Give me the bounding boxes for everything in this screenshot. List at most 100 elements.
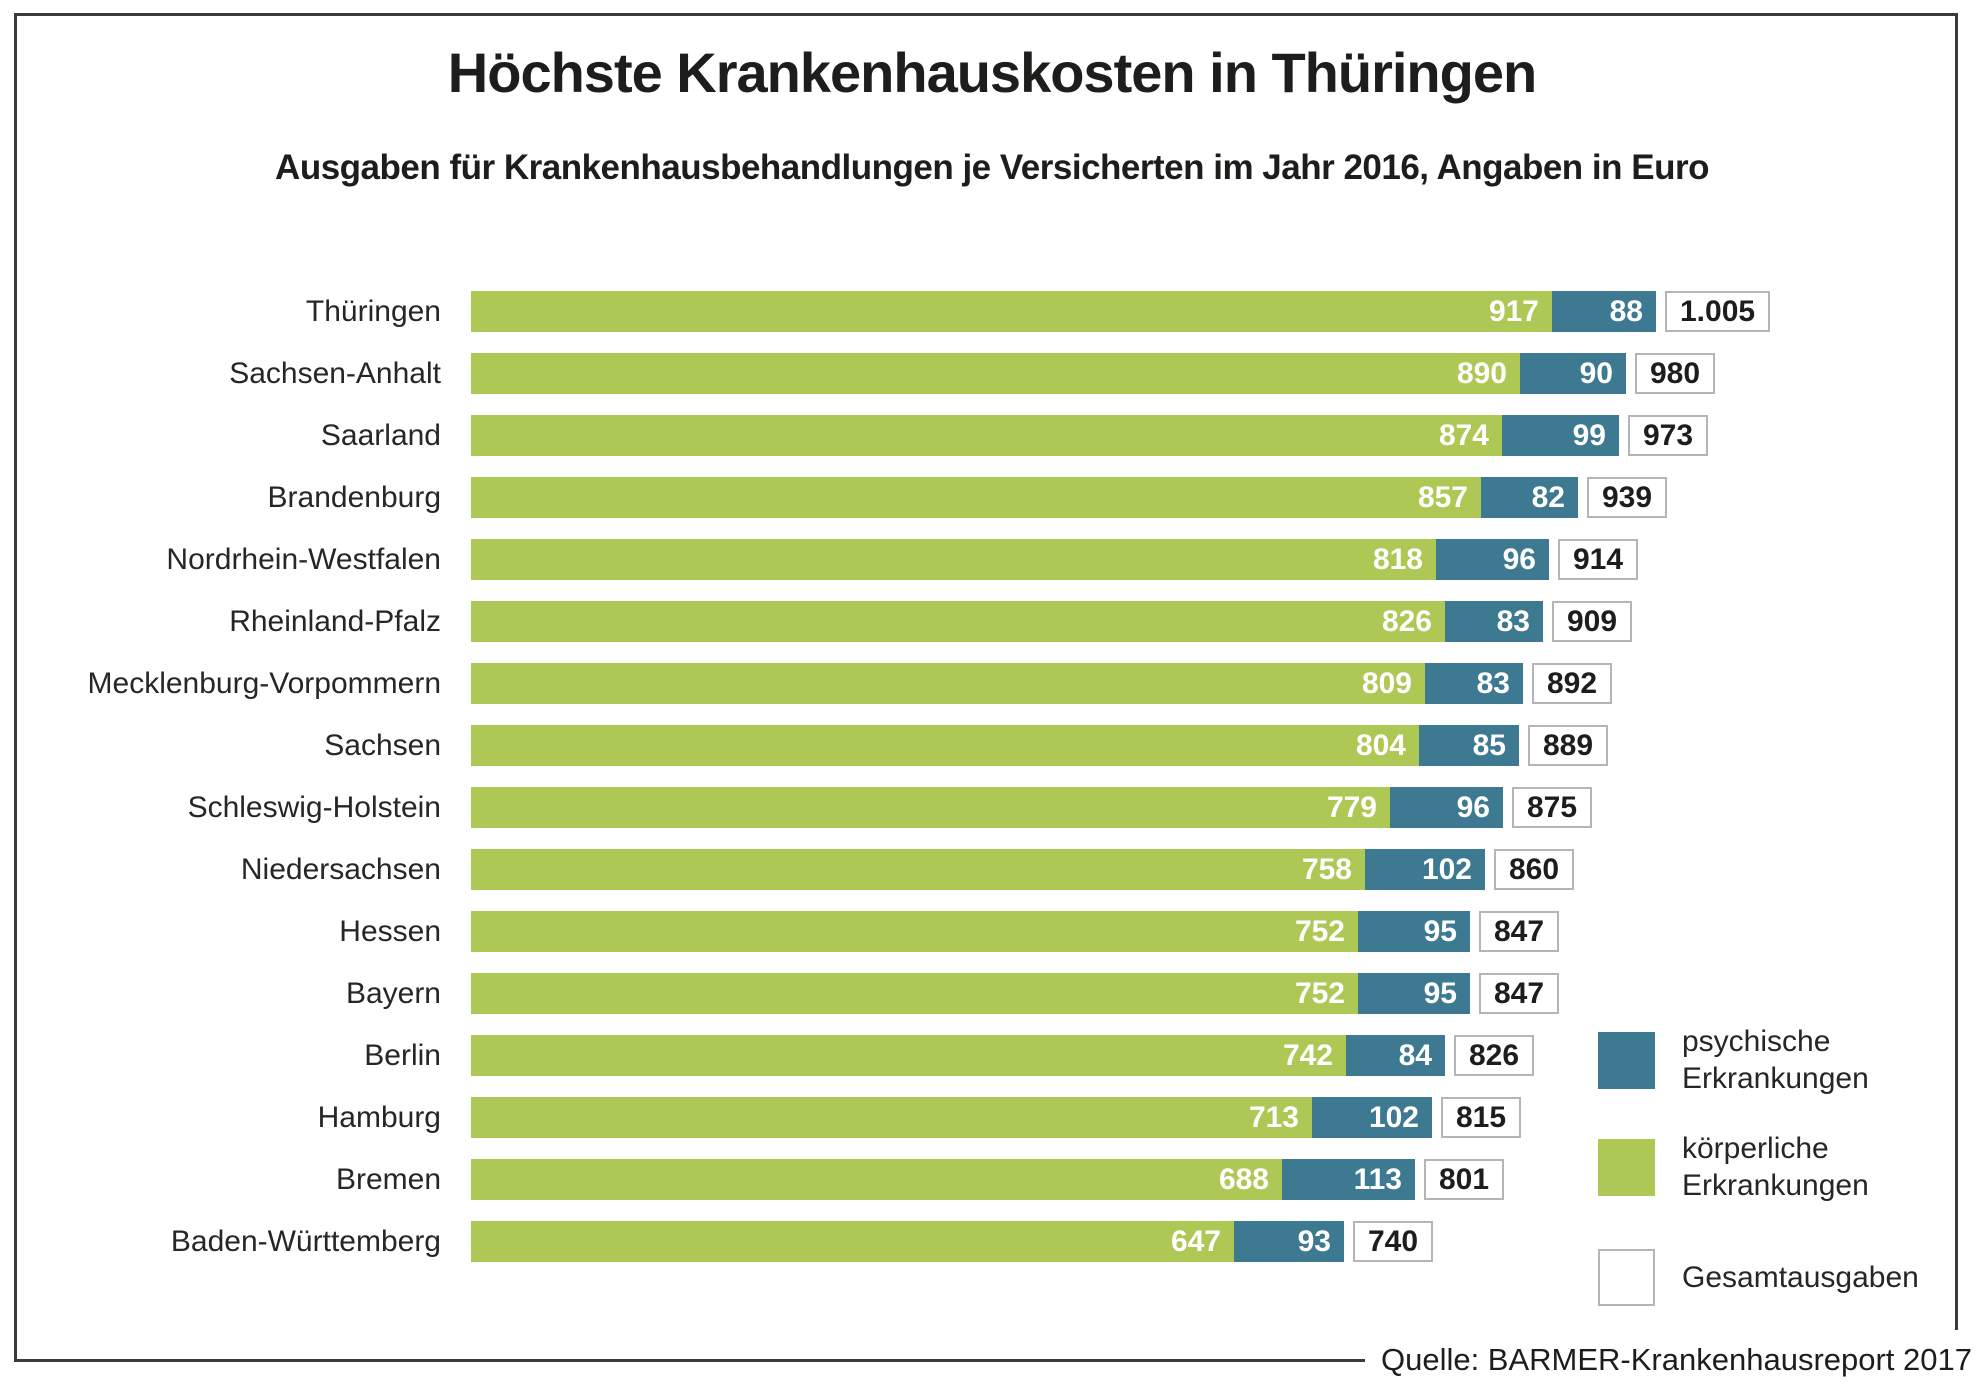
bar-segment-koerperliche-erkrankungen: 826 — [471, 601, 1445, 642]
bar-row: Schleswig-Holstein 779 96 875 — [0, 787, 1984, 828]
bar-segment-koerperliche-erkrankungen: 917 — [471, 291, 1552, 332]
total-box: 826 — [1454, 1035, 1535, 1076]
value-label-koerperlich: 752 — [1294, 976, 1345, 1010]
bar-segment-koerperliche-erkrankungen: 857 — [471, 477, 1481, 518]
value-label-psychisch: 85 — [1472, 728, 1506, 762]
value-label-psychisch: 93 — [1297, 1224, 1331, 1258]
bar-segment-koerperliche-erkrankungen: 804 — [471, 725, 1419, 766]
value-label-psychisch: 95 — [1423, 914, 1457, 948]
stacked-bar: 890 90 980 — [471, 353, 1716, 394]
stacked-bar: 779 96 875 — [471, 787, 1593, 828]
bar-segment-psychische-erkrankungen: 102 — [1365, 849, 1485, 890]
bar-row: Brandenburg 857 82 939 — [0, 477, 1984, 518]
legend-label: Gesamtausgaben — [1682, 1261, 1919, 1294]
stacked-bar: 804 85 889 — [471, 725, 1609, 766]
value-label-psychisch: 84 — [1398, 1038, 1432, 1072]
bar-row: Sachsen-Anhalt 890 90 980 — [0, 353, 1984, 394]
bar-segment-koerperliche-erkrankungen: 779 — [471, 787, 1390, 828]
total-box: 914 — [1558, 539, 1639, 580]
bar-segment-koerperliche-erkrankungen: 809 — [471, 663, 1425, 704]
bar-segment-koerperliche-erkrankungen: 713 — [471, 1097, 1312, 1138]
category-label: Brandenburg — [267, 480, 441, 514]
bar-segment-psychische-erkrankungen: 85 — [1419, 725, 1519, 766]
category-label: Sachsen — [324, 728, 441, 762]
category-label: Hamburg — [317, 1100, 441, 1134]
bar-row: Bayern 752 95 847 — [0, 973, 1984, 1014]
value-label-psychisch: 83 — [1496, 604, 1530, 638]
category-label: Mecklenburg-Vorpommern — [87, 666, 441, 700]
bar-segment-koerperliche-erkrankungen: 688 — [471, 1159, 1282, 1200]
stacked-bar: 874 99 973 — [471, 415, 1709, 456]
value-label-psychisch: 83 — [1476, 666, 1510, 700]
total-box: 939 — [1587, 477, 1668, 518]
total-box: 1.005 — [1665, 291, 1771, 332]
value-label-psychisch: 102 — [1421, 852, 1472, 886]
bar-segment-psychische-erkrankungen: 93 — [1234, 1221, 1344, 1262]
bar-segment-koerperliche-erkrankungen: 758 — [471, 849, 1365, 890]
value-label-psychisch: 90 — [1579, 356, 1613, 390]
bar-row: Bremen 688 113 801 — [0, 1159, 1984, 1200]
bar-row: Nordrhein-Westfalen 818 96 914 — [0, 539, 1984, 580]
stacked-bar: 742 84 826 — [471, 1035, 1535, 1076]
bar-segment-psychische-erkrankungen: 83 — [1445, 601, 1543, 642]
legend-label: psychische Erkrankungen — [1682, 1025, 1869, 1095]
legend: psychische Erkrankungen körperliche Erkrank… — [1598, 1023, 1958, 1306]
legend-swatch-koerperlich_green — [1598, 1138, 1655, 1196]
stacked-bar: 647 93 740 — [471, 1221, 1434, 1262]
category-label: Sachsen-Anhalt — [229, 356, 441, 390]
value-label-psychisch: 96 — [1502, 542, 1536, 576]
value-label-koerperlich: 890 — [1456, 356, 1507, 390]
category-label: Bayern — [345, 976, 441, 1010]
value-label-koerperlich: 688 — [1218, 1162, 1269, 1196]
value-label-koerperlich: 826 — [1381, 604, 1432, 638]
value-label-psychisch: 95 — [1423, 976, 1457, 1010]
source-note: Quelle: BARMER-Krankenhausreport 2017 — [1364, 1330, 1972, 1390]
category-label: Baden-Württemberg — [170, 1224, 441, 1258]
category-label: Saarland — [320, 418, 441, 452]
category-label: Bremen — [335, 1162, 441, 1196]
total-box: 815 — [1441, 1097, 1522, 1138]
bar-row: Thüringen 917 88 1.005 — [0, 291, 1984, 332]
legend-swatch-psychisch_teal — [1598, 1031, 1655, 1089]
total-box: 860 — [1494, 849, 1575, 890]
bar-segment-psychische-erkrankungen: 99 — [1502, 415, 1619, 456]
value-label-koerperlich: 917 — [1488, 294, 1539, 328]
legend-label: körperliche Erkrankungen — [1682, 1132, 1869, 1202]
total-box: 980 — [1635, 353, 1716, 394]
stacked-bar: 809 83 892 — [471, 663, 1613, 704]
category-label: Berlin — [364, 1038, 441, 1072]
bar-row: Rheinland-Pfalz 826 83 909 — [0, 601, 1984, 642]
chart-subtitle: Ausgaben für Krankenhausbehandlungen je … — [275, 148, 1709, 187]
category-label: Nordrhein-Westfalen — [166, 542, 441, 576]
bar-segment-psychische-erkrankungen: 95 — [1358, 973, 1470, 1014]
bar-segment-psychische-erkrankungen: 84 — [1346, 1035, 1445, 1076]
stacked-bar: 758 102 860 — [471, 849, 1575, 890]
bar-row: Niedersachsen 758 102 860 — [0, 849, 1984, 890]
value-label-koerperlich: 809 — [1361, 666, 1412, 700]
stacked-bar: 713 102 815 — [471, 1097, 1522, 1138]
legend-swatch-outline — [1598, 1249, 1655, 1306]
value-label-psychisch: 82 — [1531, 480, 1565, 514]
bar-segment-koerperliche-erkrankungen: 752 — [471, 973, 1358, 1014]
bar-segment-psychische-erkrankungen: 90 — [1520, 353, 1626, 394]
value-label-koerperlich: 752 — [1294, 914, 1345, 948]
value-label-psychisch: 99 — [1572, 418, 1606, 452]
value-label-psychisch: 113 — [1353, 1162, 1402, 1196]
category-label: Thüringen — [305, 294, 441, 328]
total-box: 973 — [1628, 415, 1709, 456]
stacked-bar: 857 82 939 — [471, 477, 1668, 518]
value-label-psychisch: 96 — [1456, 790, 1490, 824]
stacked-bar: 917 88 1.005 — [471, 291, 1771, 332]
bar-row: Berlin 742 84 826 — [0, 1035, 1984, 1076]
value-label-koerperlich: 818 — [1372, 542, 1423, 576]
chart-title: Höchste Krankenhauskosten in Thüringen — [447, 41, 1537, 104]
value-label-koerperlich: 742 — [1282, 1038, 1333, 1072]
stacked-bar: 752 95 847 — [471, 911, 1560, 952]
value-label-koerperlich: 758 — [1301, 852, 1352, 886]
bar-segment-psychische-erkrankungen: 96 — [1436, 539, 1549, 580]
bar-row: Mecklenburg-Vorpommern 809 83 892 — [0, 663, 1984, 704]
category-label: Schleswig-Holstein — [187, 790, 441, 824]
category-label: Hessen — [339, 914, 441, 948]
bar-segment-koerperliche-erkrankungen: 890 — [471, 353, 1520, 394]
bar-segment-koerperliche-erkrankungen: 874 — [471, 415, 1502, 456]
